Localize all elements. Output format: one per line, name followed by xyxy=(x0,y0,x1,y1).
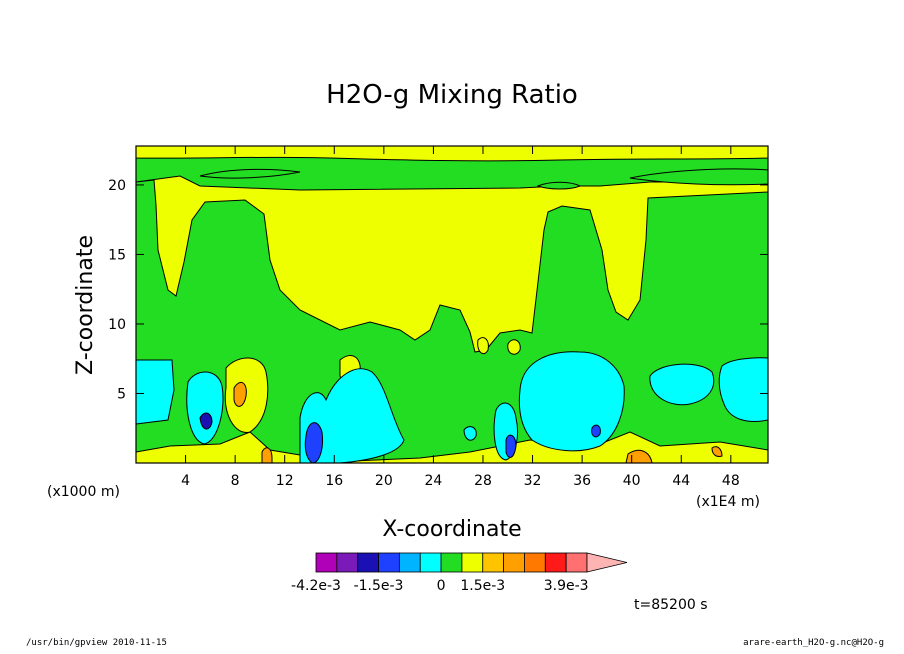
region-cyan-7 xyxy=(649,363,715,406)
region-orange-1 xyxy=(233,381,247,407)
colorbar-swatch xyxy=(544,552,567,573)
colorbar-tick-label: -1.5e-3 xyxy=(354,578,404,594)
colorbar-tick-label: 1.5e-3 xyxy=(460,578,505,594)
y-axis-label: Z-coordinate xyxy=(73,235,98,375)
region-cyan-3 xyxy=(299,368,405,463)
region-blue-core-4 xyxy=(591,424,601,438)
plot-frame xyxy=(135,145,769,464)
y-tick-label: 10 xyxy=(108,317,126,333)
x-tick-label: 8 xyxy=(231,473,240,489)
region-green-strip-3 xyxy=(536,181,582,190)
region-orange-3 xyxy=(625,449,653,463)
colorbar-tick-label: 0 xyxy=(437,578,446,594)
contour-field xyxy=(136,146,768,463)
colorbar-swatch xyxy=(336,552,359,573)
region-green-strip-1 xyxy=(199,168,301,179)
region-blue-core-3 xyxy=(505,434,517,458)
colorbar-swatch xyxy=(524,552,546,573)
footer-right: arare-earth_H2O-g.nc@H2O-g xyxy=(743,638,884,648)
region-cyan-4 xyxy=(463,426,477,441)
region-blue-core-2 xyxy=(304,422,323,463)
y-tick-label: 5 xyxy=(117,386,126,402)
x-tick-label: 12 xyxy=(276,473,294,489)
colorbar-swatch xyxy=(378,552,400,573)
x-tick-label: 28 xyxy=(474,473,492,489)
region-cyan-2 xyxy=(186,371,224,445)
colorbar-tick-label: -4.2e-3 xyxy=(291,578,341,594)
colorbar-swatch xyxy=(315,552,338,573)
region-green-strip-2 xyxy=(629,168,768,186)
x-tick-label: 40 xyxy=(623,473,641,489)
x-axis: 4 8 12 16 20 24 28 32 36 40 44 48 xyxy=(181,146,740,489)
footer-left: /usr/bin/gpview 2010-11-15 xyxy=(26,638,167,648)
colorbar-swatch xyxy=(419,552,442,573)
y-tick-label: 15 xyxy=(108,247,126,263)
x-tick-label: 16 xyxy=(325,473,343,489)
colorbar-extend-arrow xyxy=(586,552,628,573)
region-orange-4 xyxy=(711,446,723,457)
x-axis-label: X-coordinate xyxy=(382,517,521,542)
region-orange-2 xyxy=(261,447,273,463)
region-cyan-left xyxy=(136,359,175,425)
colorbar-tick-label: 3.9e-3 xyxy=(544,578,589,594)
y-tick-label: 20 xyxy=(108,178,126,194)
y-axis: 5 10 15 20 xyxy=(108,178,768,402)
x-tick-label: 44 xyxy=(672,473,690,489)
region-yellow-main xyxy=(136,175,768,353)
x-tick-label: 32 xyxy=(524,473,542,489)
x-tick-label: 48 xyxy=(722,473,740,489)
region-yellow-blob-4 xyxy=(507,339,521,355)
x-unit-left: (x1000 m) xyxy=(47,484,120,500)
x-tick-label: 4 xyxy=(181,473,190,489)
colorbar-swatch xyxy=(503,552,525,573)
colorbar-swatch xyxy=(461,552,484,573)
colorbar-swatch xyxy=(482,552,505,573)
region-yellow-top xyxy=(136,146,768,162)
x-tick-label: 36 xyxy=(573,473,591,489)
colorbar-swatch xyxy=(357,552,379,573)
region-cyan-right xyxy=(718,357,768,422)
region-cyan-6 xyxy=(518,351,625,452)
chart-title: H2O-g Mixing Ratio xyxy=(326,80,578,110)
x-tick-label: 20 xyxy=(375,473,393,489)
x-tick-label: 24 xyxy=(424,473,442,489)
region-yellow-blob-3 xyxy=(477,337,489,355)
x-unit-right: (x1E4 m) xyxy=(696,494,760,510)
time-label: t=85200 s xyxy=(634,597,708,613)
colorbar: -4.2e-3 -1.5e-3 0 1.5e-3 3.9e-3 xyxy=(291,552,628,594)
colorbar-swatch xyxy=(398,552,421,573)
colorbar-swatch xyxy=(565,552,588,573)
region-blue-core-1 xyxy=(199,412,213,430)
colorbar-swatch xyxy=(440,552,463,573)
